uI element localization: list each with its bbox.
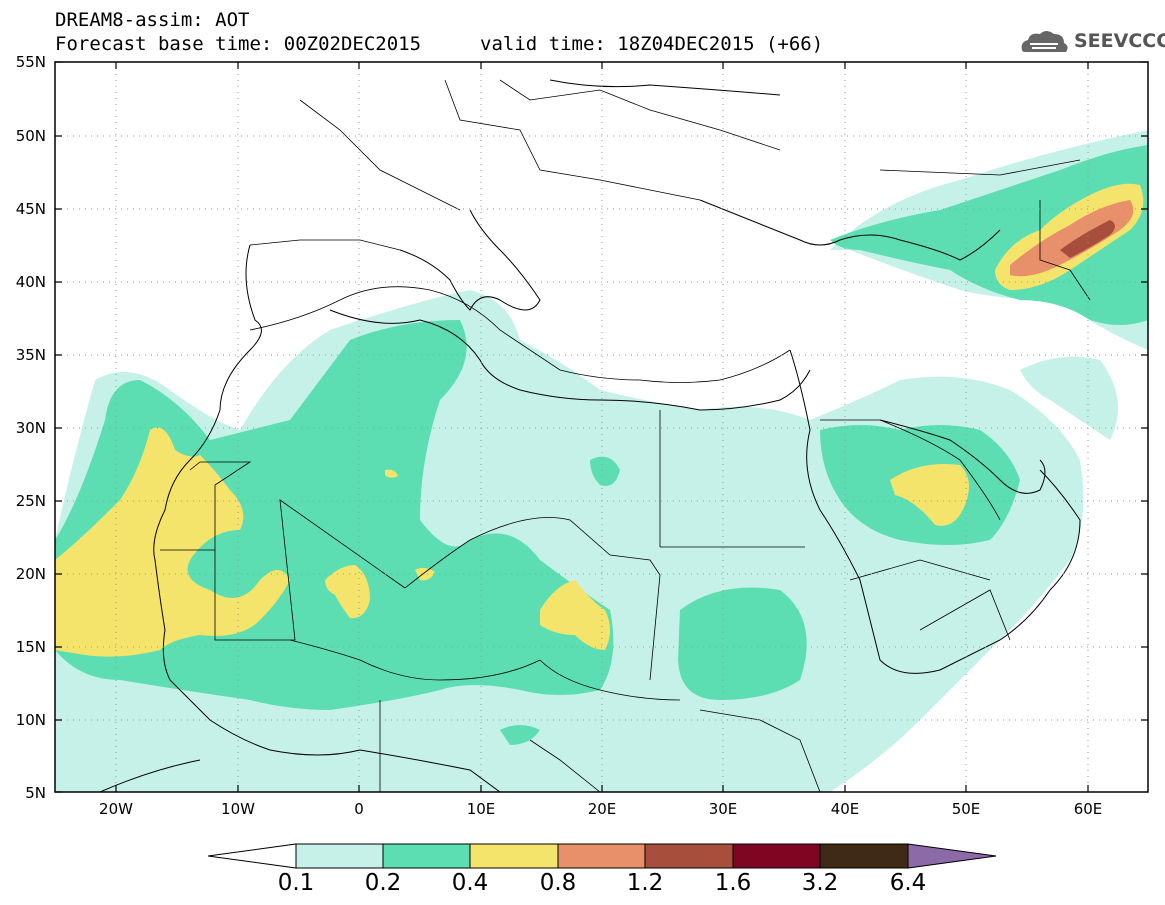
lat-label: 5N [25, 784, 46, 802]
lon-label: 50E [951, 800, 981, 818]
lon-label: 20W [99, 800, 133, 818]
logo-text: SEEVCCC [1074, 30, 1165, 52]
lat-label: 30N [15, 419, 46, 437]
lat-label: 40N [15, 273, 46, 291]
lat-label: 55N [15, 53, 46, 71]
colorbar-segment [469, 843, 559, 869]
colorbar-label: 0.1 [277, 870, 315, 896]
lon-label: 20E [587, 800, 617, 818]
map-title: DREAM8-assim: AOT [55, 9, 250, 31]
lon-label: 0 [354, 800, 364, 818]
colorbar-segment [557, 843, 646, 869]
axis-ticks [55, 61, 1148, 793]
colorbar-low-arrow [207, 843, 297, 869]
colorbar-label: 0.2 [364, 870, 402, 896]
lat-label: 20N [15, 565, 46, 583]
colorbar-segment [644, 843, 734, 869]
colorbar-segment [819, 843, 909, 869]
lon-label: 10E [466, 800, 496, 818]
colorbar-segment [382, 843, 471, 869]
colorbar-high-arrow [907, 843, 997, 869]
valid-time: valid time: 18Z04DEC2015 (+66) [480, 33, 824, 55]
lat-label: 25N [15, 492, 46, 510]
colorbar-label: 1.6 [714, 870, 752, 896]
lon-label: 30E [708, 800, 738, 818]
colorbar-label: 3.2 [801, 870, 839, 896]
graticule [55, 62, 1148, 792]
country-borders [160, 79, 1091, 792]
colorbar-label: 6.4 [889, 870, 927, 896]
colorbar-segment [732, 843, 821, 869]
lat-label: 35N [15, 346, 46, 364]
aot-level-1-2 [1010, 200, 1134, 277]
lon-label: 60E [1073, 800, 1103, 818]
aot-level-1-6 [1060, 220, 1115, 258]
lat-label: 15N [15, 638, 46, 656]
lon-label: 40E [830, 800, 860, 818]
forecast-base-time: Forecast base time: 00Z02DEC2015 [55, 33, 422, 55]
colorbar-label: 0.8 [539, 870, 577, 896]
coastlines [99, 79, 1081, 792]
cloud-logo-icon [1021, 31, 1068, 52]
colorbar-label: 1.2 [626, 870, 664, 896]
lat-label: 10N [15, 711, 46, 729]
colorbar-label: 0.4 [451, 870, 489, 896]
lat-label: 45N [15, 200, 46, 218]
colorbar-segment [295, 843, 384, 869]
lat-label: 50N [15, 127, 46, 145]
lon-label: 10W [221, 800, 255, 818]
